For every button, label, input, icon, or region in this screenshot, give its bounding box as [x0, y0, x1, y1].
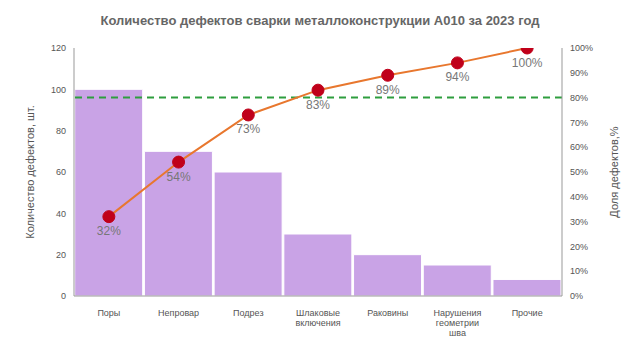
svg-text:Доля дефектов,%: Доля дефектов,%: [608, 126, 620, 217]
svg-text:100%: 100%: [570, 43, 593, 53]
svg-text:Нарушениягеометриишва: Нарушениягеометриишва: [433, 308, 481, 338]
svg-text:20%: 20%: [570, 242, 588, 252]
svg-text:10%: 10%: [570, 266, 588, 276]
svg-text:80%: 80%: [570, 93, 588, 103]
svg-text:80: 80: [56, 126, 66, 136]
svg-text:32%: 32%: [97, 224, 121, 238]
svg-text:60%: 60%: [570, 142, 588, 152]
svg-text:94%: 94%: [445, 70, 469, 84]
svg-text:Подрез: Подрез: [233, 308, 263, 318]
svg-text:100%: 100%: [512, 56, 543, 70]
svg-text:Непровар: Непровар: [158, 308, 199, 318]
svg-text:50%: 50%: [570, 167, 588, 177]
svg-text:Поры: Поры: [97, 308, 120, 318]
svg-text:40: 40: [56, 209, 66, 219]
html-text:Количество дефектов сварки мет: Количество дефектов сварки металлоконстр…: [100, 13, 540, 28]
svg-text:120: 120: [51, 43, 66, 53]
svg-text:70%: 70%: [570, 118, 588, 128]
svg-text:20: 20: [56, 250, 66, 260]
svg-text:83%: 83%: [306, 98, 330, 112]
svg-text:100: 100: [51, 85, 66, 95]
svg-text:0%: 0%: [570, 291, 583, 301]
svg-text:60: 60: [56, 167, 66, 177]
svg-text:Раковины: Раковины: [367, 308, 408, 318]
svg-text:90%: 90%: [570, 68, 588, 78]
svg-text:54%: 54%: [167, 170, 191, 184]
svg-text:Прочие: Прочие: [512, 308, 543, 318]
svg-text:Количество дефектов, шт.: Количество дефектов, шт.: [24, 105, 36, 238]
svg-text:73%: 73%: [236, 122, 260, 136]
svg-text:89%: 89%: [376, 83, 400, 97]
svg-text:Шлаковыевключения: Шлаковыевключения: [295, 308, 340, 328]
svg-text:0: 0: [61, 291, 66, 301]
svg-text:30%: 30%: [570, 217, 588, 227]
svg-text:40%: 40%: [570, 192, 588, 202]
